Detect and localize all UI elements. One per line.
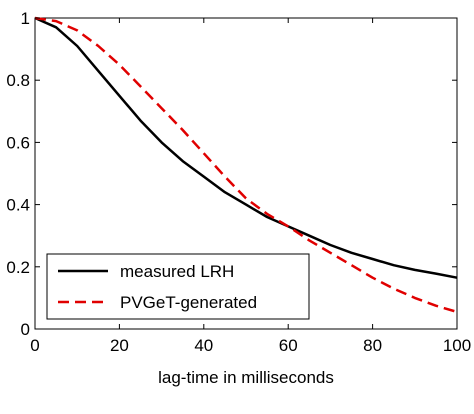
legend-box <box>46 253 310 320</box>
legend: measured LRH PVGeT-generated <box>46 253 310 320</box>
y-tick-label-4: 0.8 <box>6 71 30 90</box>
series-layer <box>34 16 458 314</box>
y-tick-label-1: 0.2 <box>6 258 30 277</box>
x-tick-label-0: 0 <box>30 336 39 355</box>
x-tick-label-5: 100 <box>443 336 471 355</box>
y-tick-label-2: 0.4 <box>6 196 30 215</box>
y-tick-label-0: 0 <box>21 320 30 339</box>
x-tick-label-1: 20 <box>110 336 129 355</box>
legend-label-pvget: PVGeT-generated <box>120 293 257 312</box>
x-tick-label-2: 40 <box>194 336 213 355</box>
legend-label-measured: measured LRH <box>120 262 234 281</box>
series-line-0 <box>34 16 458 279</box>
y-tick-label-5: 1 <box>21 9 30 28</box>
x-tick-label-4: 80 <box>363 336 382 355</box>
y-tick-label-3: 0.6 <box>6 133 30 152</box>
x-tick-label-3: 60 <box>279 336 298 355</box>
ticks-layer <box>34 17 458 330</box>
x-axis-label: lag-time in milliseconds <box>158 368 334 387</box>
tick-labels-layer: 0 20 40 60 80 100 0 0.2 0.4 0.6 0.8 1 <box>6 9 471 355</box>
series-line-1 <box>34 16 458 314</box>
